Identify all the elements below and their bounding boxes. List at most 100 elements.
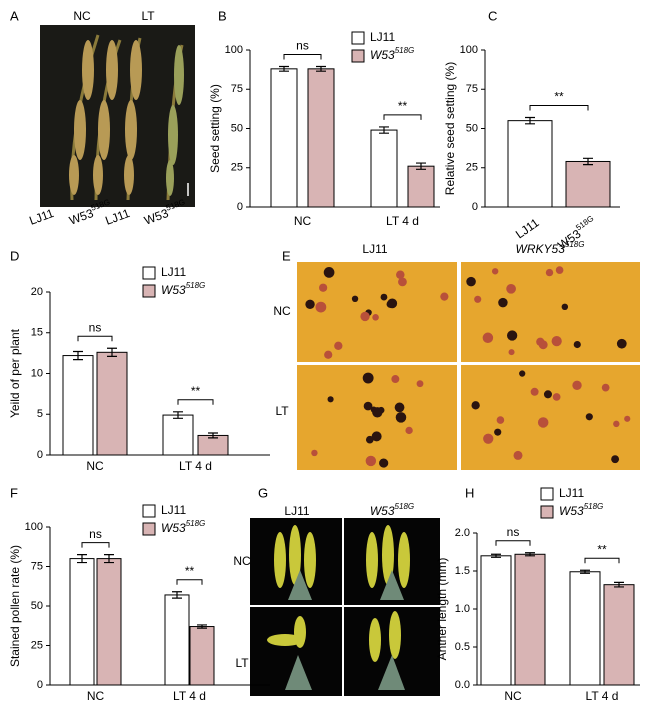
pollen-grain [416, 380, 424, 388]
pollen-grain [334, 341, 343, 350]
bar [164, 594, 190, 686]
pollen-grain [396, 270, 405, 279]
legend-swatch [142, 522, 156, 536]
bar [96, 351, 128, 456]
error-bar [614, 581, 624, 588]
bar [189, 626, 215, 686]
g-row-label: NC [233, 554, 251, 568]
y-axis-title: Relative seed setting (%) [443, 62, 457, 195]
y-tick-label: 75 [31, 560, 43, 572]
a-sample-label: LJ11 [27, 206, 56, 228]
a-column-label: NC [73, 9, 91, 23]
significance-bracket [77, 335, 113, 342]
significance-label: ** [185, 564, 195, 578]
significance-bracket [283, 53, 322, 60]
pollen-grain [319, 283, 328, 292]
error-bar [208, 432, 218, 439]
error-bar [173, 411, 183, 419]
legend-label-sup: 518G [186, 281, 206, 290]
pollen-grain [324, 350, 333, 359]
pollen-grain [519, 370, 526, 377]
pollen-grain [391, 375, 400, 384]
pollen-grain [498, 297, 508, 308]
x-tick-label: LT 4 d [586, 689, 619, 703]
e-column-label: WRKY53518G [516, 240, 585, 256]
x-tick-label: LT 4 d [386, 214, 419, 228]
legend-swatch [540, 505, 554, 519]
y-tick-label: 75 [231, 83, 243, 95]
pollen-grain [327, 396, 334, 403]
error-bar [491, 553, 501, 558]
legend-swatch [540, 487, 554, 501]
pollen-grain [538, 340, 548, 350]
error-bar [77, 554, 87, 564]
bar [162, 414, 194, 456]
x-tick-label: NC [86, 459, 104, 473]
pollen-grain [537, 417, 549, 428]
pollen-grain [372, 407, 383, 418]
panel-label: G [258, 485, 268, 500]
bar [96, 558, 122, 686]
legend-label-main: W53 [161, 283, 186, 297]
legend-swatch [351, 49, 365, 63]
panel-label: B [218, 8, 227, 23]
a-sample-label: LJ11 [103, 206, 132, 228]
pollen-grain [380, 293, 388, 301]
pollen-grain [351, 295, 359, 303]
legend-label-sup: 518G [395, 46, 415, 55]
y-tick-label: 2.0 [455, 527, 470, 539]
pollen-grain [323, 267, 335, 278]
bar [270, 68, 298, 208]
pollen-grain [551, 335, 562, 347]
x-tick-label-sup: 518G [574, 214, 595, 233]
panicle-photo [40, 25, 195, 207]
error-bar [379, 126, 389, 134]
pollen-grain [387, 298, 398, 309]
y-tick-label: 25 [31, 639, 43, 651]
g-column-label: W53518G [370, 502, 414, 518]
pollen-grain [394, 402, 405, 413]
legend-label-main: W53 [161, 521, 186, 535]
pollen-grain [496, 416, 505, 424]
bar [569, 571, 601, 686]
pollen-grain [365, 455, 377, 467]
significance-bracket [177, 399, 214, 405]
e-row-label: LT [275, 404, 289, 418]
g-column-label: LJ11 [284, 504, 309, 518]
e-column-label-main: WRKY53 [516, 242, 566, 256]
error-bar [107, 347, 117, 357]
pollen-grain [513, 450, 523, 460]
legend-label-main: W53 [370, 48, 395, 62]
bar [69, 558, 95, 686]
pollen-grain [398, 277, 407, 287]
y-tick-label: 1.0 [455, 603, 470, 615]
a-column-label: LT [141, 9, 155, 23]
pollen-grain [362, 372, 374, 384]
significance-label: ** [554, 90, 564, 104]
y-tick-label: 100 [25, 521, 43, 533]
panel-label: C [488, 8, 497, 23]
legend-label: W53518G [559, 502, 603, 518]
pollen-grain [507, 330, 518, 341]
y-tick-label: 75 [466, 83, 478, 95]
e-row-label: NC [273, 304, 291, 318]
y-axis-title: Yeild of per plant [8, 328, 22, 418]
significance-bracket [529, 105, 589, 111]
pollen-grain [372, 314, 379, 321]
y-tick-label: 0 [237, 201, 243, 213]
pollen-grain [506, 283, 516, 294]
pollen-grain [405, 426, 413, 435]
y-tick-label: 20 [31, 286, 43, 298]
significance-label: ns [89, 527, 102, 541]
panel-label: D [10, 248, 19, 263]
bar [507, 120, 553, 208]
pollen-grain [561, 303, 569, 311]
pollen-grain [395, 412, 407, 423]
y-axis-title: Stained pollen rate (%) [8, 545, 22, 667]
legend-swatch [142, 284, 156, 298]
pollen-grain [305, 299, 315, 309]
error-bar [197, 624, 207, 629]
legend-label: LJ11 [559, 486, 584, 500]
pollen-grain [573, 340, 581, 349]
